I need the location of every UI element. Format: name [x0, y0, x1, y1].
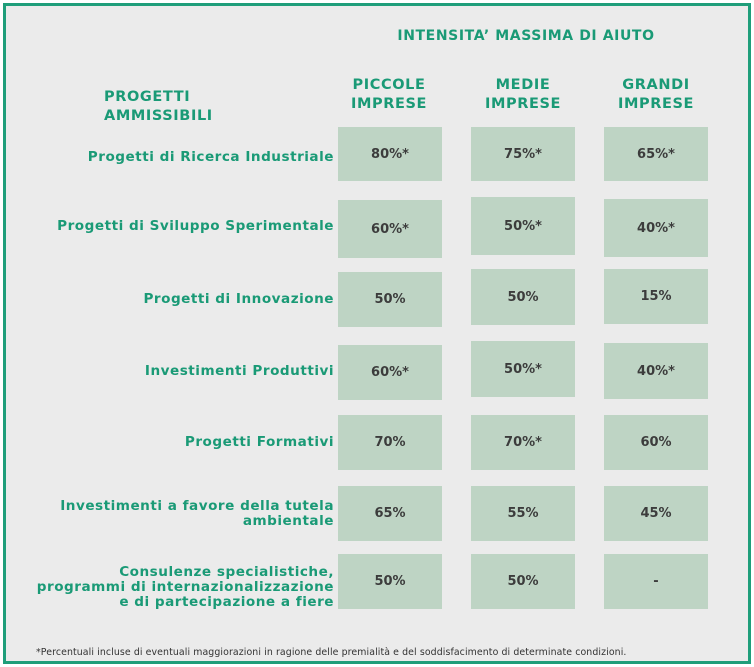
column-header-piccole: PICCOLE IMPRESE — [324, 76, 454, 114]
cell-consulenze-medie: 50% — [471, 554, 575, 609]
cell-innovazione-medie: 50% — [471, 269, 575, 325]
cell-ricerca-piccole: 80%* — [338, 127, 442, 181]
cell-formativi-grandi: 60% — [604, 415, 708, 470]
cell-ricerca-medie: 75%* — [471, 127, 575, 181]
row-label-line: Investimenti a favore della tutela — [60, 498, 334, 514]
cell-ambientale-grandi: 45% — [604, 486, 708, 541]
cell-formativi-medie: 70%* — [471, 415, 575, 470]
cell-ambientale-piccole: 65% — [338, 486, 442, 541]
cell-ambientale-medie: 55% — [471, 486, 575, 541]
row-label-consulenze: Consulenze specialistiche, programmi di … — [26, 565, 334, 610]
cell-ricerca-grandi: 65%* — [604, 127, 708, 181]
cell-formativi-piccole: 70% — [338, 415, 442, 470]
column-header-line: IMPRESE — [350, 96, 428, 112]
column-header-line: PICCOLE — [352, 77, 426, 93]
cell-consulenze-grandi: - — [604, 554, 708, 609]
cell-sviluppo-medie: 50%* — [471, 197, 575, 255]
row-label-investimenti-produttivi: Investimenti Produttivi — [26, 364, 334, 379]
column-header-line: IMPRESE — [484, 96, 562, 112]
column-header-line: GRANDI — [622, 77, 690, 93]
cell-consulenze-piccole: 50% — [338, 554, 442, 609]
footnote: *Percentuali incluse di eventuali maggio… — [36, 647, 627, 658]
row-label-line: Progetti Formativi — [184, 434, 334, 450]
row-label-line: Progetti di Ricerca Industriale — [87, 149, 334, 165]
row-label-innovazione: Progetti di Innovazione — [26, 292, 334, 307]
cell-sviluppo-grandi: 40%* — [604, 199, 708, 257]
aid-intensity-table: INTENSITA’ MASSIMA DI AIUTO PROGETTI AMM… — [3, 3, 751, 664]
row-label-line: ambientale — [242, 513, 334, 529]
cell-sviluppo-piccole: 60%* — [338, 200, 442, 258]
row-label-line: Consulenze specialistiche, — [119, 564, 334, 580]
cell-produttivi-piccole: 60%* — [338, 345, 442, 400]
cell-produttivi-medie: 50%* — [471, 341, 575, 397]
table-title: INTENSITA’ MASSIMA DI AIUTO — [397, 28, 655, 44]
column-header-line: IMPRESE — [617, 96, 695, 112]
column-header-line: MEDIE — [495, 77, 551, 93]
cell-produttivi-grandi: 40%* — [604, 343, 708, 399]
row-label-line: programmi di internazionalizzazione — [36, 579, 334, 595]
row-label-formativi: Progetti Formativi — [26, 435, 334, 450]
row-label-line: Progetti di Sviluppo Sperimentale — [57, 218, 334, 234]
cell-innovazione-grandi: 15% — [604, 269, 708, 324]
row-label-line: e di partecipazione a fiere — [119, 594, 334, 610]
row-label-line: Progetti di Innovazione — [143, 291, 334, 307]
row-label-line: Investimenti Produttivi — [144, 363, 334, 379]
column-header-grandi: GRANDI IMPRESE — [591, 76, 721, 114]
column-header-medie: MEDIE IMPRESE — [458, 76, 588, 114]
row-label-tutela-ambientale: Investimenti a favore della tutela ambie… — [26, 499, 334, 529]
row-label-sviluppo-sperimentale: Progetti di Sviluppo Sperimentale — [26, 219, 334, 234]
cell-innovazione-piccole: 50% — [338, 272, 442, 327]
row-label-ricerca-industriale: Progetti di Ricerca Industriale — [26, 150, 334, 165]
projects-column-header: PROGETTI AMMISSIBILI — [104, 89, 213, 124]
